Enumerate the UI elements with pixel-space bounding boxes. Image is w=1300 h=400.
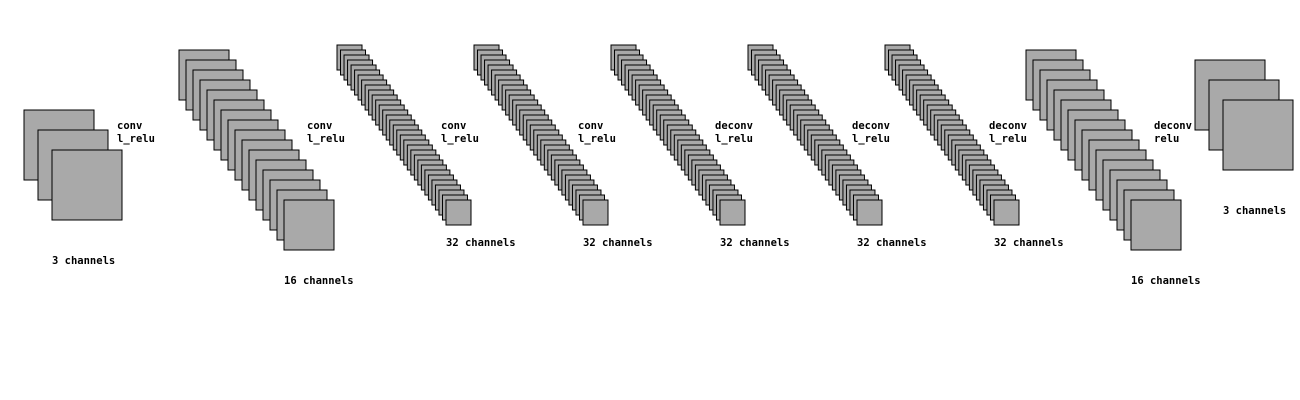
- op-label-4-activation: l_relu: [578, 133, 616, 145]
- op-label-1-name: conv: [117, 120, 142, 132]
- stack-layer4: [610, 44, 746, 226]
- op-label-2-activation: l_relu: [307, 133, 345, 145]
- channels-label-layer6: 32 channels: [994, 237, 1064, 249]
- stack-layer3: [473, 44, 609, 226]
- op-label-2-name: conv: [307, 120, 332, 132]
- channels-label-layer1: 16 channels: [284, 275, 354, 287]
- channels-label-output: 3 channels: [1223, 205, 1286, 217]
- op-label-4-name: conv: [578, 120, 603, 132]
- op-label-8-activation: relu: [1154, 133, 1179, 145]
- stack-layer1: [178, 49, 335, 251]
- op-label-6-activation: l_relu: [852, 133, 890, 145]
- channels-label-layer4: 32 channels: [720, 237, 790, 249]
- stack-output: [1194, 59, 1294, 171]
- feature-map: [1222, 99, 1294, 171]
- feature-map: [719, 199, 746, 226]
- channels-label-layer3: 32 channels: [583, 237, 653, 249]
- op-label-7-name: deconv: [989, 120, 1027, 132]
- op-label-3-name: conv: [441, 120, 466, 132]
- stack-input: [23, 109, 123, 221]
- op-label-5-activation: l_relu: [715, 133, 753, 145]
- op-label-1-activation: l_relu: [117, 133, 155, 145]
- channels-label-layer2: 32 channels: [446, 237, 516, 249]
- op-label-3-activation: l_relu: [441, 133, 479, 145]
- feature-map: [993, 199, 1020, 226]
- channels-label-layer7: 16 channels: [1131, 275, 1201, 287]
- feature-map: [51, 149, 123, 221]
- op-label-5-name: deconv: [715, 120, 753, 132]
- feature-map: [582, 199, 609, 226]
- stack-layer7: [1025, 49, 1182, 251]
- channels-label-input: 3 channels: [52, 255, 115, 267]
- feature-map: [445, 199, 472, 226]
- channels-label-layer5: 32 channels: [857, 237, 927, 249]
- op-label-8-name: deconv: [1154, 120, 1192, 132]
- stack-layer6: [884, 44, 1020, 226]
- stack-layer2: [336, 44, 472, 226]
- feature-map: [1130, 199, 1182, 251]
- op-label-6-name: deconv: [852, 120, 890, 132]
- feature-map: [856, 199, 883, 226]
- feature-map: [283, 199, 335, 251]
- stack-layer5: [747, 44, 883, 226]
- op-label-7-activation: l_relu: [989, 133, 1027, 145]
